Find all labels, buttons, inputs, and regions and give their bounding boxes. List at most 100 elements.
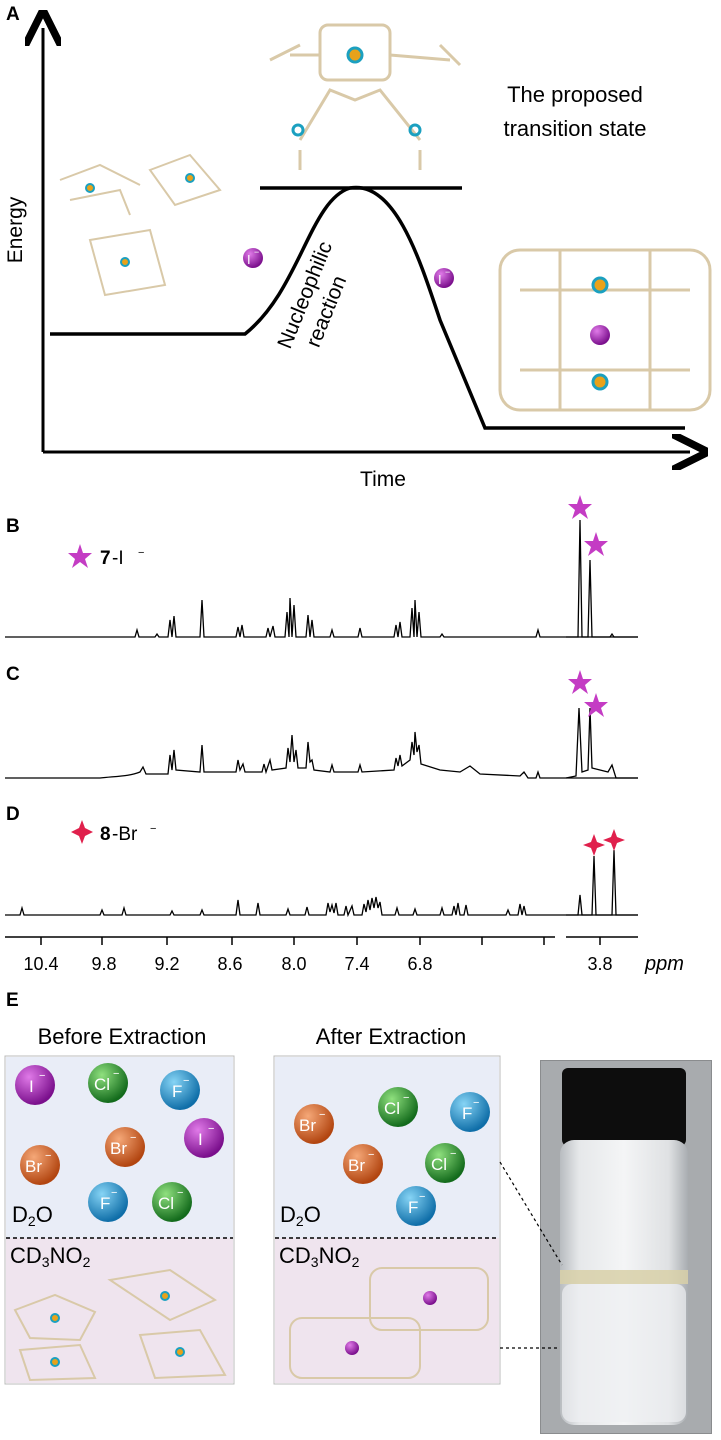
svg-text:F: F xyxy=(172,1082,182,1101)
before-organic-label: CD3NO2 xyxy=(10,1243,91,1270)
spectrum-c-trace xyxy=(5,731,638,779)
ion-before-chloride-1: Cl− xyxy=(88,1063,128,1103)
panel-label-b: B xyxy=(6,516,20,537)
energy-axis-label: Energy xyxy=(4,196,27,263)
ion-after-bromide-1: Br− xyxy=(294,1104,334,1144)
after-organic-structures xyxy=(289,1267,489,1379)
svg-text:−: − xyxy=(39,1070,45,1082)
svg-text:−: − xyxy=(319,1109,325,1121)
ppm-tick-8-6: 8.6 xyxy=(217,954,242,974)
after-aqueous-layer xyxy=(275,1057,499,1238)
spectrum-d-upfield-trace xyxy=(566,849,638,916)
svg-text:−: − xyxy=(254,247,259,257)
encapsulated-iodide xyxy=(590,325,610,345)
svg-text:F: F xyxy=(408,1198,418,1217)
ion-after-bromide-2: Br− xyxy=(343,1144,383,1184)
spectrum-b-upfield-trace xyxy=(566,519,638,638)
before-extraction-title: Before Extraction xyxy=(38,1024,207,1049)
svg-text:Cl: Cl xyxy=(384,1099,400,1118)
ion-after-chloride-2: Cl− xyxy=(425,1143,465,1183)
after-organic-layer xyxy=(275,1238,499,1383)
reactant-structures xyxy=(59,153,222,297)
vial-interface xyxy=(560,1270,688,1284)
ion-before-fluoride-2: F− xyxy=(88,1182,128,1222)
svg-text:−: − xyxy=(113,1068,119,1080)
transition-state-label-line1: The proposed xyxy=(507,82,643,107)
ppm-unit-label: ppm xyxy=(644,953,684,975)
svg-text:F: F xyxy=(462,1104,472,1123)
iodide-ion-left-label: I xyxy=(247,252,251,267)
ppm-tick-7-4: 7.4 xyxy=(344,954,369,974)
spectrum-c-star-1 xyxy=(568,670,592,694)
svg-text:−: − xyxy=(111,1187,117,1199)
after-extraction-title: After Extraction xyxy=(316,1024,466,1049)
time-axis-label: Time xyxy=(360,468,406,491)
svg-text:I: I xyxy=(198,1130,203,1149)
ion-before-fluoride-1: F− xyxy=(160,1070,200,1110)
ion-before-bromide-2: Br− xyxy=(105,1127,145,1167)
svg-text:F: F xyxy=(100,1194,110,1213)
svg-text:−: − xyxy=(208,1123,214,1135)
ppm-tick-6-8: 6.8 xyxy=(407,954,432,974)
svg-text:Cl: Cl xyxy=(431,1155,447,1174)
after-organic-label: CD3NO2 xyxy=(279,1243,360,1270)
ppm-tick-9-8: 9.8 xyxy=(91,954,116,974)
svg-text:I: I xyxy=(29,1077,34,1096)
legend-8-compound: 8 xyxy=(100,824,111,845)
svg-text:Br: Br xyxy=(348,1156,365,1175)
transition-state-label-line2: transition state xyxy=(503,116,646,141)
before-organic-layer xyxy=(6,1238,233,1383)
ion-before-chloride-2: Cl− xyxy=(152,1182,192,1222)
iodide-ion-left: I − xyxy=(243,247,263,268)
svg-text:Cl: Cl xyxy=(94,1075,110,1094)
svg-text:−: − xyxy=(368,1149,374,1161)
energy-profile-curve xyxy=(50,185,685,430)
panel-label-d: D xyxy=(6,804,20,825)
leader-line-aqueous xyxy=(499,1161,563,1266)
svg-text:−: − xyxy=(403,1092,409,1104)
before-aqueous-label: D2O xyxy=(12,1202,53,1229)
ion-before-bromide-1: Br− xyxy=(20,1145,60,1185)
iodide-ion-right-label: I xyxy=(438,272,442,287)
spectrum-c-upfield-trace xyxy=(565,707,638,779)
svg-text:−: − xyxy=(138,547,144,559)
ppm-tick-3-8: 3.8 xyxy=(587,954,612,974)
vial-cap xyxy=(562,1068,686,1146)
spectrum-c-star-2 xyxy=(584,693,608,717)
svg-text:Br: Br xyxy=(110,1139,127,1158)
legend-7-ion: -I xyxy=(112,548,124,569)
ppm-tick-10-4: 10.4 xyxy=(23,954,58,974)
svg-text:−: − xyxy=(450,1148,456,1160)
product-cage-structure xyxy=(498,248,712,412)
panel-label-e: E xyxy=(6,990,19,1011)
iodide-ion-right: I − xyxy=(434,267,454,288)
panel-label-a: A xyxy=(6,4,20,25)
reaction-label: Nucleophilic reaction xyxy=(273,238,351,352)
svg-text:−: − xyxy=(473,1097,479,1109)
spectrum-d-cross-star-2 xyxy=(603,829,625,851)
svg-text:−: − xyxy=(419,1191,425,1203)
svg-text:−: − xyxy=(45,1150,51,1162)
transition-state-structure xyxy=(269,23,462,170)
ion-before-iodide-1: I− xyxy=(15,1065,55,1105)
ion-after-fluoride-1: F− xyxy=(450,1092,490,1132)
spectrum-d-trace xyxy=(5,896,638,918)
ppm-axis-ticks xyxy=(40,937,601,945)
legend-7-compound: 7 xyxy=(100,548,111,569)
svg-text:−: − xyxy=(150,823,156,835)
spectrum-d-cross-star-1 xyxy=(583,834,605,856)
ion-after-chloride-1: Cl− xyxy=(378,1087,418,1127)
svg-text:−: − xyxy=(445,267,450,277)
vial-lower-phase xyxy=(562,1284,686,1422)
svg-text:−: − xyxy=(130,1132,136,1144)
legend-8-ion: -Br xyxy=(112,824,138,845)
ppm-tick-8-0: 8.0 xyxy=(281,954,306,974)
legend-8-bromide: 8 -Br − xyxy=(71,820,156,845)
svg-text:Br: Br xyxy=(25,1157,42,1176)
spectrum-b-star-2 xyxy=(584,532,608,556)
spectrum-b-trace xyxy=(5,597,638,638)
ion-after-fluoride-2: F− xyxy=(396,1186,436,1226)
panel-label-c: C xyxy=(6,664,20,685)
svg-text:−: − xyxy=(183,1075,189,1087)
